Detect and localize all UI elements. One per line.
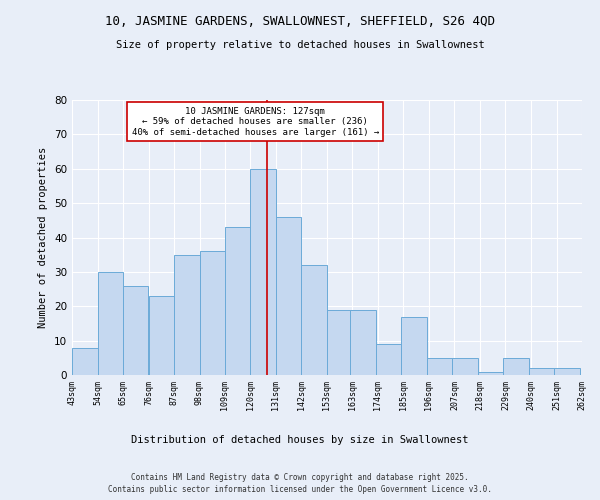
Bar [301, 265, 327, 375]
Bar [350, 310, 376, 375]
Bar [225, 227, 251, 375]
Bar [554, 368, 580, 375]
Bar [478, 372, 503, 375]
Text: Distribution of detached houses by size in Swallownest: Distribution of detached houses by size … [131, 435, 469, 445]
Bar [123, 286, 148, 375]
Bar [427, 358, 452, 375]
Text: Size of property relative to detached houses in Swallownest: Size of property relative to detached ho… [116, 40, 484, 50]
Bar [327, 310, 352, 375]
Text: Contains HM Land Registry data © Crown copyright and database right 2025.: Contains HM Land Registry data © Crown c… [131, 472, 469, 482]
Bar [452, 358, 478, 375]
Text: 10, JASMINE GARDENS, SWALLOWNEST, SHEFFIELD, S26 4QD: 10, JASMINE GARDENS, SWALLOWNEST, SHEFFI… [105, 15, 495, 28]
Text: Contains public sector information licensed under the Open Government Licence v3: Contains public sector information licen… [108, 485, 492, 494]
Bar [376, 344, 401, 375]
Bar [149, 296, 174, 375]
Text: 10 JASMINE GARDENS: 127sqm
← 59% of detached houses are smaller (236)
40% of sem: 10 JASMINE GARDENS: 127sqm ← 59% of deta… [131, 107, 379, 136]
Bar [250, 169, 276, 375]
Bar [401, 316, 427, 375]
Bar [503, 358, 529, 375]
Bar [72, 348, 97, 375]
Bar [174, 254, 199, 375]
Bar [529, 368, 554, 375]
Bar [276, 217, 301, 375]
Bar [199, 251, 225, 375]
Y-axis label: Number of detached properties: Number of detached properties [38, 147, 49, 328]
Bar [97, 272, 123, 375]
